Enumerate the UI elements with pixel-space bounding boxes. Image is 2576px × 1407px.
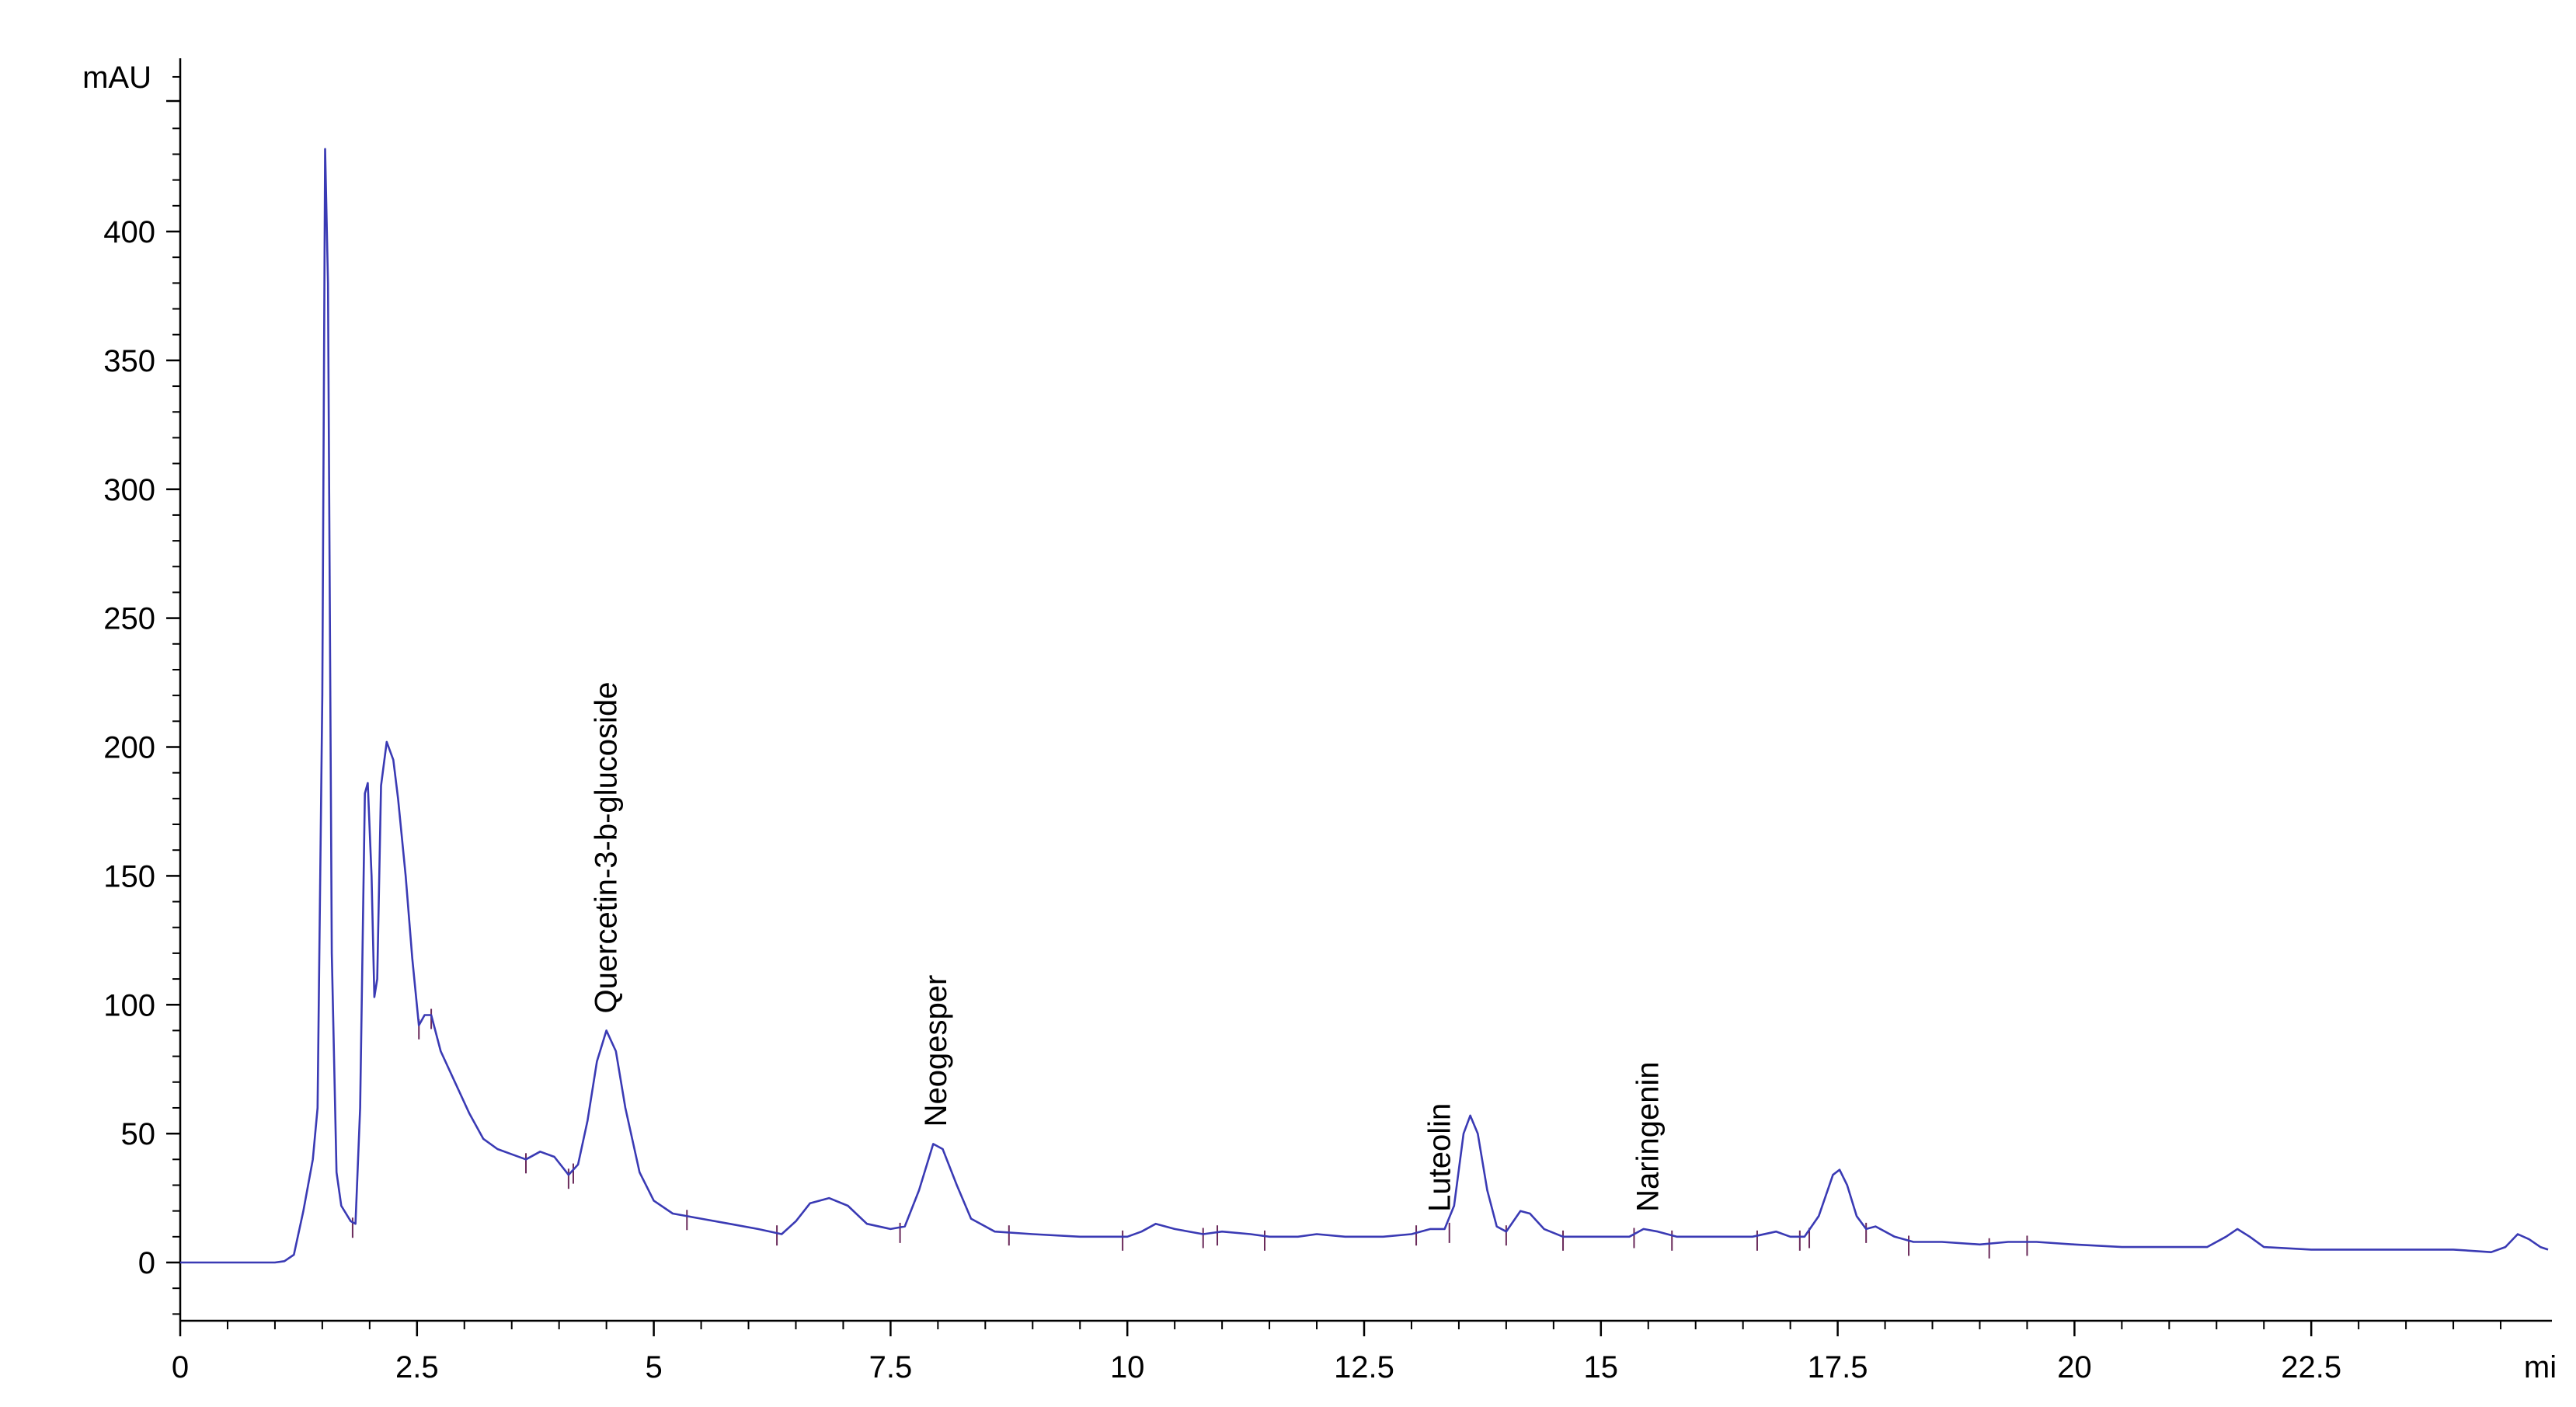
x-tick-label: 22.5 [2281, 1350, 2341, 1384]
x-ticks: 0 2.5 5 7.5 10 12.5 15 17.5 20 22.5 [172, 1321, 2502, 1384]
y-tick-label: 200 [103, 731, 155, 765]
x-tick-label: 2.5 [395, 1350, 439, 1384]
y-tick-label: 150 [103, 859, 155, 893]
peak-label: Luteolin [1423, 1103, 1457, 1212]
x-tick-label: 20 [2057, 1350, 2092, 1384]
y-ticks: 0 50 100 150 200 250 300 350 400 [103, 75, 180, 1315]
y-axis: 0 50 100 150 200 250 300 350 400 mAU [82, 58, 182, 1321]
y-tick-label: 250 [103, 602, 155, 636]
x-tick-label: 0 [172, 1350, 189, 1384]
x-tick-label: 5 [645, 1350, 662, 1384]
y-tick-label: 300 [103, 473, 155, 507]
y-tick-label: 50 [121, 1117, 156, 1151]
x-tick-label: 15 [1584, 1350, 1619, 1384]
peak-labels: Quercetin-3-b-glucoside Neogesper Luteolin… [590, 682, 1666, 1212]
x-tick-label: 7.5 [869, 1350, 913, 1384]
x-tick-label: 10 [1110, 1350, 1145, 1384]
peak-label: Quercetin-3-b-glucoside [590, 682, 624, 1014]
y-axis-unit-label: mAU [82, 61, 151, 95]
peak-label: Neogesper [919, 975, 953, 1127]
integration-markers [351, 1008, 2028, 1259]
y-tick-label: 100 [103, 988, 155, 1022]
x-axis: 0 2.5 5 7.5 10 12.5 15 17.5 20 22.5 mi [172, 1319, 2557, 1384]
chromatogram-trace [180, 148, 2549, 1264]
x-tick-label: 12.5 [1334, 1350, 1394, 1384]
y-tick-label: 400 [103, 215, 155, 249]
peak-label: Naringenin [1631, 1061, 1666, 1211]
y-tick-label: 0 [138, 1246, 155, 1280]
y-tick-label: 350 [103, 344, 155, 378]
x-tick-label: 17.5 [1808, 1350, 1868, 1384]
x-axis-unit-label: mi [2524, 1350, 2557, 1384]
